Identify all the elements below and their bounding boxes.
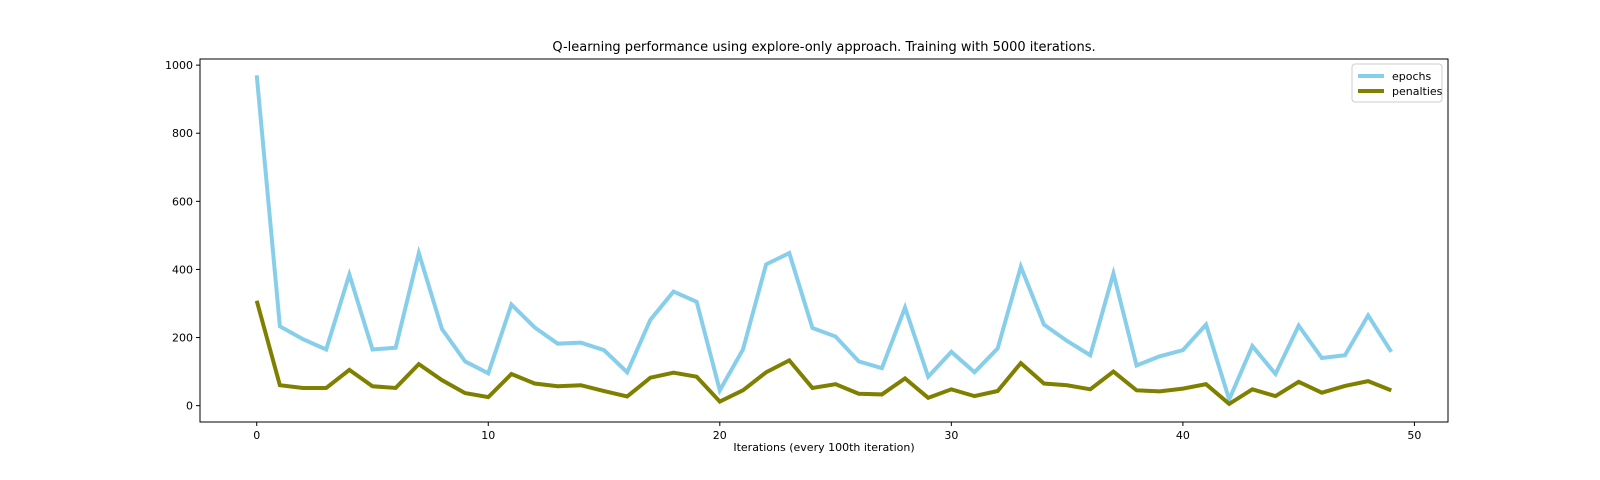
y-axis: 0 200 400 600 800 1000: [165, 59, 200, 413]
series-line-epochs: [254, 75, 1393, 406]
x-tick-label: 10: [481, 429, 495, 442]
y-tick-label: 1000: [165, 59, 193, 72]
y-tick-label: 200: [172, 332, 193, 345]
x-axis: 0 10 20 30 40 50: [253, 422, 1421, 442]
x-tick-label: 0: [253, 429, 260, 442]
legend-label-penalties: penalties: [1392, 85, 1443, 98]
x-tick-label: 50: [1407, 429, 1421, 442]
plot-frame: [199, 58, 1449, 423]
y-tick-label: 800: [172, 127, 193, 140]
legend: epochs penalties: [1351, 63, 1443, 103]
y-tick-label: 600: [172, 195, 193, 208]
x-tick-label: 40: [1176, 429, 1190, 442]
y-tick-label: 400: [172, 263, 193, 276]
x-tick-label: 20: [713, 429, 727, 442]
y-tick-label: 0: [186, 400, 193, 413]
plot-area: [199, 58, 1449, 423]
series-line-penalties: [254, 300, 1393, 407]
x-tick-label: 30: [944, 429, 958, 442]
x-axis-label: Iterations (every 100th iteration): [733, 441, 914, 454]
chart-title: Q-learning performance using explore-onl…: [552, 40, 1095, 55]
legend-label-epochs: epochs: [1392, 70, 1431, 83]
